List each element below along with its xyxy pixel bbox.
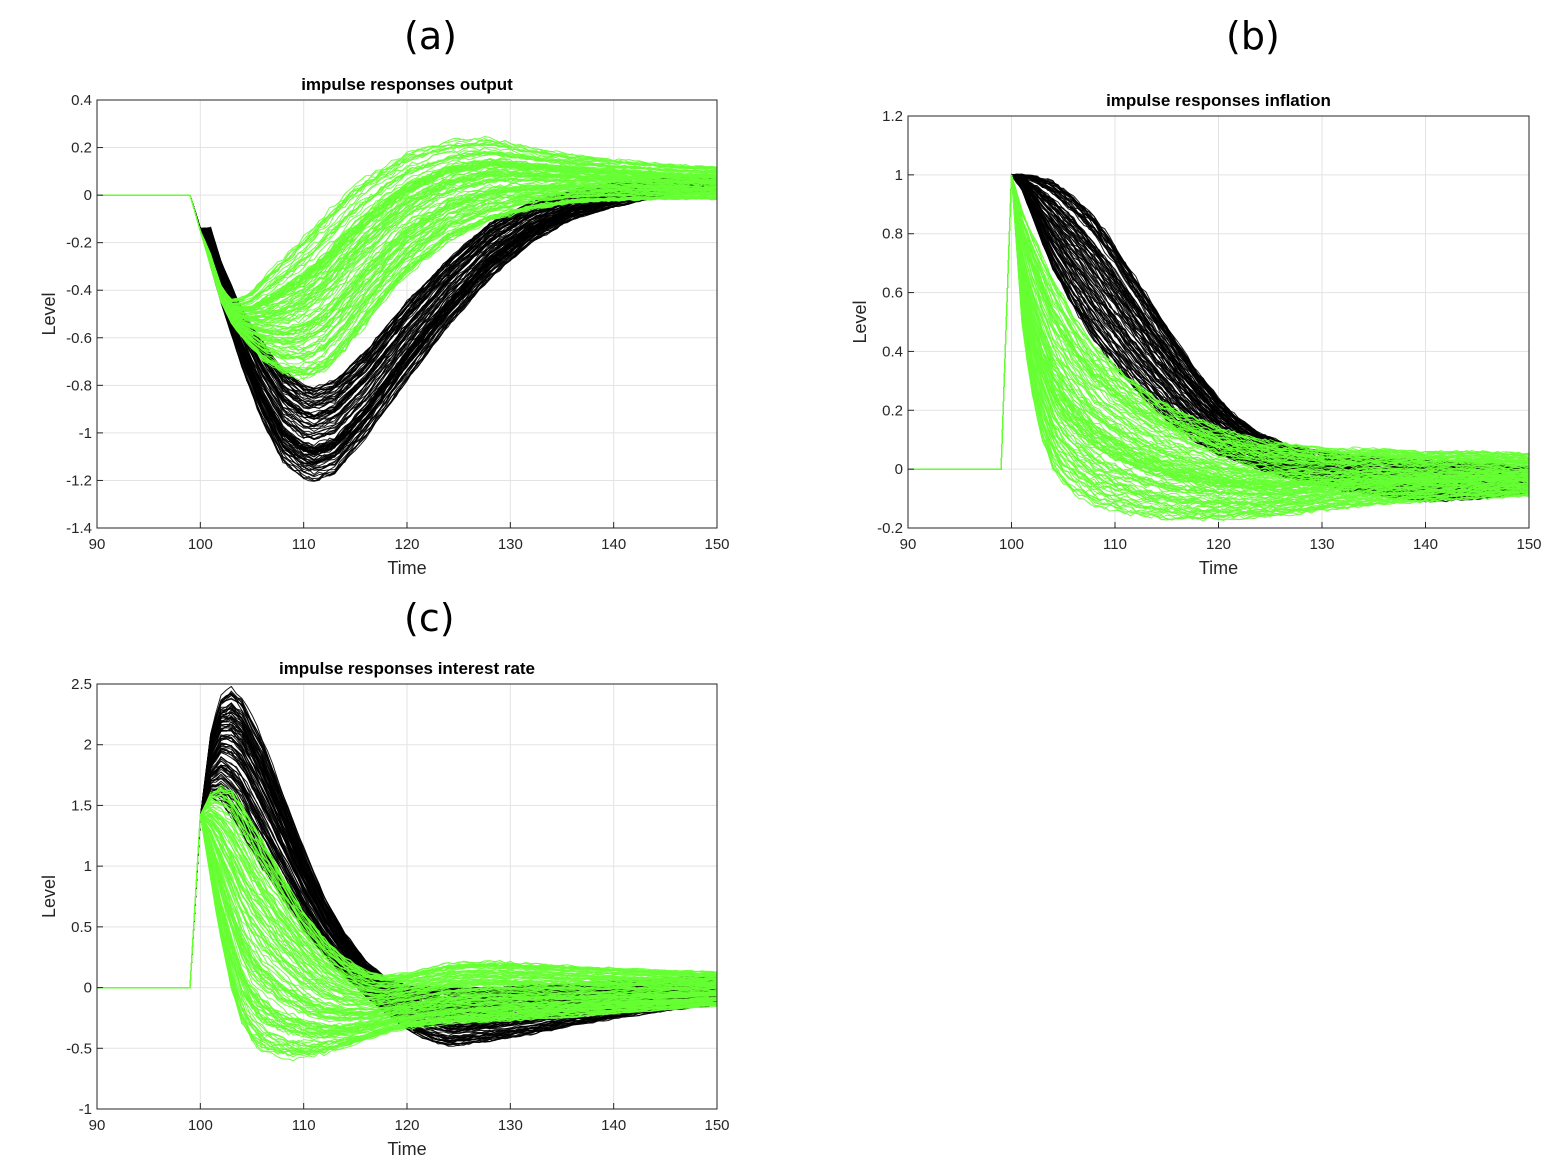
x-tick-label: 100 xyxy=(188,536,213,553)
x-tick-label: 110 xyxy=(292,1117,316,1134)
y-tick-label: -1 xyxy=(79,425,92,442)
y-tick-label: 1.2 xyxy=(882,108,903,125)
y-axis-label: Level xyxy=(850,300,870,343)
y-tick-label: 0.8 xyxy=(882,226,903,243)
x-tick-label: 120 xyxy=(394,1117,419,1134)
y-tick-label: -0.2 xyxy=(66,235,92,252)
x-tick-label: 130 xyxy=(498,1117,523,1134)
x-tick-label: 140 xyxy=(1413,536,1438,553)
panel-b-label: (b) xyxy=(1226,14,1280,58)
x-tick-label: 140 xyxy=(601,1117,626,1134)
y-tick-label: -1.2 xyxy=(66,472,92,489)
chart-output: 90 100 110 120 130 140 150 -1.4 -1.2 -1 -0.8 -0.6 -0… xyxy=(39,75,730,578)
y-tick-label: 2 xyxy=(84,737,92,754)
panel-a-label: (a) xyxy=(404,14,457,58)
x-axis-label: Time xyxy=(387,558,426,578)
x-axis-label: Time xyxy=(387,1139,426,1159)
y-tick-label: 1 xyxy=(895,167,903,184)
x-tick-label: 120 xyxy=(394,536,419,553)
series-line xyxy=(97,177,717,322)
y-tick-label: -0.5 xyxy=(66,1040,92,1057)
y-tick-label: 0 xyxy=(895,461,903,478)
y-tick-label: 1.5 xyxy=(71,797,92,814)
y-tick-label: 0 xyxy=(84,980,92,997)
y-tick-label: 0 xyxy=(84,187,92,204)
y-tick-label: -1 xyxy=(79,1101,92,1118)
chart-inflation: 90 100 110 120 130 140 150 -0.2 0 0.2 0.4 0.6 0.8 1 1.… xyxy=(850,91,1542,578)
x-tick-label: 140 xyxy=(601,536,626,553)
chart-title: impulse responses inflation xyxy=(1106,91,1331,110)
series-group xyxy=(97,685,717,1062)
y-axis-label: Level xyxy=(39,875,59,918)
chart-interest-rate: 90 100 110 120 130 140 150 -1 -0.5 0 0.5 1 1.5 2 2.5 im… xyxy=(39,659,730,1159)
y-axis-label: Level xyxy=(39,292,59,335)
y-tick-label: 0.4 xyxy=(71,92,92,109)
x-tick-label: 90 xyxy=(900,536,917,553)
x-tick-label: 90 xyxy=(89,1117,106,1134)
y-tick-label: -0.4 xyxy=(66,282,92,299)
series-line xyxy=(97,190,717,482)
x-axis-label: Time xyxy=(1199,558,1238,578)
series-group xyxy=(908,173,1529,522)
series-group xyxy=(97,135,717,482)
y-tick-label: -0.8 xyxy=(66,377,92,394)
x-tick-label: 150 xyxy=(704,536,729,553)
x-tick-label: 130 xyxy=(498,536,523,553)
x-tick-label: 90 xyxy=(89,536,106,553)
series-line xyxy=(97,815,717,1050)
y-tick-label: 0.2 xyxy=(882,402,903,419)
x-tick-label: 100 xyxy=(188,1117,213,1134)
y-tick-label: -0.6 xyxy=(66,330,92,347)
x-tick-label: 150 xyxy=(704,1117,729,1134)
y-tick-label: 2.5 xyxy=(71,676,92,693)
chart-title: impulse responses output xyxy=(301,75,513,94)
x-tick-label: 100 xyxy=(999,536,1024,553)
y-tick-label: 0.6 xyxy=(882,285,903,302)
x-tick-label: 150 xyxy=(1516,536,1541,553)
y-tick-label: 1 xyxy=(84,858,92,875)
y-tick-label: -0.2 xyxy=(877,520,903,537)
panel-c-label: (c) xyxy=(404,596,455,640)
x-tick-label: 130 xyxy=(1309,536,1334,553)
x-tick-label: 110 xyxy=(1103,536,1127,553)
y-tick-label: 0.2 xyxy=(71,140,92,157)
series-line xyxy=(908,174,1529,470)
x-tick-label: 120 xyxy=(1206,536,1231,553)
y-tick-label: 0.4 xyxy=(882,343,903,360)
x-tick-label: 110 xyxy=(292,536,316,553)
y-tick-label: -1.4 xyxy=(66,520,92,537)
y-tick-label: 0.5 xyxy=(71,919,92,936)
chart-title: impulse responses interest rate xyxy=(279,659,535,678)
